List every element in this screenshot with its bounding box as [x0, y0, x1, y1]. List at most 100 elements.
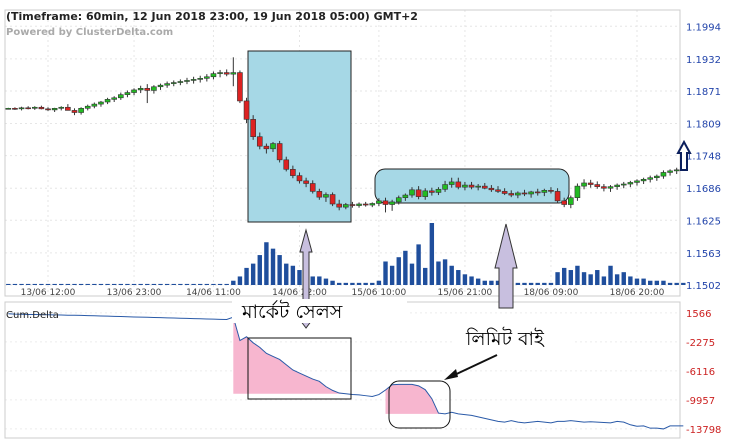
candle-body — [204, 76, 210, 79]
volume-bar — [363, 282, 368, 285]
volume-bar — [336, 282, 342, 285]
volume-bars — [6, 223, 686, 285]
volume-bar — [641, 278, 646, 285]
volume-bar — [125, 283, 130, 285]
volume-bar — [568, 270, 574, 285]
candle-body — [475, 185, 481, 188]
time-tick-label: 15/06 21:00 — [438, 288, 493, 298]
volume-bar — [244, 267, 249, 285]
price-up-arrow-icon — [676, 139, 692, 171]
volume-bar — [65, 283, 71, 285]
candle-body — [230, 72, 237, 75]
volume-bar — [78, 283, 84, 285]
volume-bar — [449, 265, 454, 285]
volume-bar — [654, 280, 660, 285]
volume-bar — [575, 265, 580, 285]
volume-bar — [648, 280, 653, 285]
candle-body — [468, 184, 475, 188]
volume-bar — [588, 274, 593, 285]
candle-body — [91, 103, 98, 107]
candle-body — [256, 136, 263, 147]
candle-body — [51, 108, 58, 111]
time-tick-label: 18/06 09:00 — [524, 288, 579, 298]
candle-body — [362, 203, 369, 206]
volume-bar — [370, 282, 375, 285]
volume-bar — [6, 283, 11, 285]
candle-body — [111, 97, 117, 100]
candle-body — [210, 73, 217, 78]
delta-line — [8, 313, 684, 430]
candle-body — [647, 177, 654, 180]
candle-body — [673, 169, 680, 172]
volume-bar — [475, 278, 481, 285]
candle-body — [157, 84, 164, 88]
candle-body — [170, 82, 177, 84]
volume-bar — [92, 283, 97, 285]
volume-bar — [376, 280, 382, 285]
candle-body — [541, 190, 548, 193]
volume-bar — [330, 280, 335, 285]
candle-body — [65, 106, 71, 111]
volume-bar — [250, 263, 256, 285]
volume-bar — [416, 244, 421, 285]
volume-bar — [105, 283, 110, 285]
candle-body — [84, 105, 91, 109]
candle-body — [98, 101, 104, 105]
price-tick-label: 1.1809 — [686, 120, 721, 131]
candle-body — [250, 119, 256, 138]
volume-bar — [284, 263, 289, 285]
volume-bar — [118, 283, 124, 285]
volume-bar — [85, 283, 90, 285]
time-tick-label: 14/06 22:00 — [272, 288, 327, 298]
delta-pane-title: Cum.Delta — [6, 310, 59, 321]
candle-body — [448, 181, 455, 185]
delta-sell-box — [247, 337, 352, 400]
candle-body — [534, 191, 541, 194]
volume-bar — [191, 283, 196, 285]
label-sells-bg — [232, 299, 407, 323]
volume-bar — [224, 283, 229, 285]
candle-body — [488, 187, 495, 191]
volume-bar — [383, 261, 388, 285]
volume-bar — [25, 283, 31, 285]
volume-bar — [111, 283, 117, 285]
volume-bar — [674, 282, 679, 285]
candle-body — [634, 180, 640, 183]
volume-bar — [608, 265, 613, 285]
candle-body — [296, 175, 303, 182]
volume-bar — [12, 283, 18, 285]
volume-bar — [429, 223, 435, 285]
candle-body — [495, 189, 501, 192]
candle-body — [124, 92, 131, 95]
candle-body — [382, 200, 389, 205]
candle-body — [594, 184, 601, 187]
price-tick-label: 1.1871 — [686, 87, 721, 98]
candle-body — [356, 203, 362, 206]
volume-bar — [19, 283, 24, 285]
candle-body — [31, 106, 38, 109]
candle-body — [435, 188, 442, 193]
candle-body — [12, 108, 18, 110]
volume-bar — [217, 283, 223, 285]
volume-bar — [469, 276, 474, 285]
volume-bar — [151, 283, 157, 285]
candle-body — [442, 184, 448, 190]
candle-body — [336, 203, 342, 208]
volume-bar — [72, 283, 77, 285]
volume-bar — [595, 270, 600, 285]
candle-body — [561, 200, 567, 205]
volume-bar — [628, 276, 633, 285]
candle-body — [521, 192, 528, 195]
candle-body — [237, 72, 243, 102]
volume-bar — [204, 283, 210, 285]
volume-bar — [59, 283, 64, 285]
price-tick-label: 1.1748 — [686, 152, 721, 163]
candle-body — [303, 180, 309, 184]
candle-body — [501, 191, 508, 194]
volume-bar — [290, 265, 296, 285]
candle-body — [151, 86, 157, 91]
volume-bar — [456, 270, 461, 285]
volume-bar — [581, 272, 587, 285]
time-tick-label: 18/06 20:00 — [610, 288, 665, 298]
